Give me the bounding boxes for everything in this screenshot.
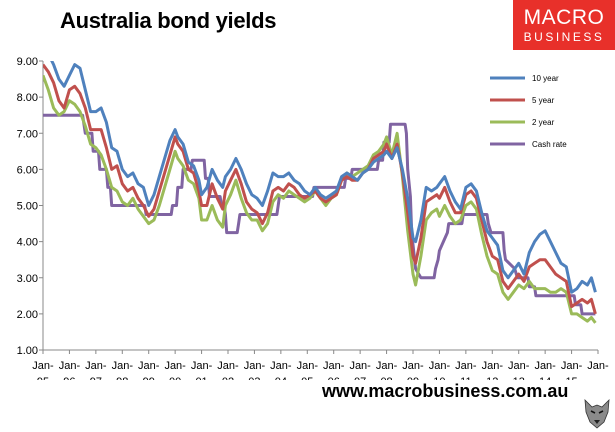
x-tick-label-year: 12 xyxy=(486,376,498,380)
y-tick-label: 4.00 xyxy=(17,237,38,249)
x-tick-label-year: 11 xyxy=(460,376,471,380)
x-tick-label-year: 09 xyxy=(407,376,419,380)
x-tick-label: Jan- xyxy=(32,360,54,372)
x-tick-label: Jan- xyxy=(534,360,556,372)
y-tick-label: 2.00 xyxy=(17,309,38,321)
series-line-2-year xyxy=(43,74,597,324)
x-tick-label-year: 10 xyxy=(433,376,445,380)
y-tick-label: 6.00 xyxy=(17,164,38,176)
x-tick-label: Jan- xyxy=(164,360,186,372)
x-tick-label: Jan- xyxy=(138,360,160,372)
x-tick-label-year: 96 xyxy=(63,376,75,380)
y-tick-label: 3.00 xyxy=(17,273,38,285)
x-tick-label-year: 95 xyxy=(37,376,49,380)
logo-line-2: BUSINESS xyxy=(523,30,605,44)
x-tick-label: Jan- xyxy=(508,360,530,372)
x-tick-label: Jan- xyxy=(482,360,504,372)
x-tick-label: Jan- xyxy=(59,360,81,372)
x-tick-label-year: 07 xyxy=(354,376,366,380)
x-tick-label-year: 04 xyxy=(275,376,287,380)
x-tick-label-year: 06 xyxy=(328,376,340,380)
series-line-cash-rate xyxy=(43,113,596,316)
series-line-5-year xyxy=(43,63,597,315)
x-tick-label: Jan- xyxy=(376,360,398,372)
x-tick-label: Jan- xyxy=(402,360,424,372)
x-tick-label-year: 14 xyxy=(539,376,551,380)
x-tick-label: Jan- xyxy=(244,360,266,372)
x-tick-label: Jan- xyxy=(191,360,213,372)
x-tick-label-year: 03 xyxy=(248,376,260,380)
bond-yield-chart: 1.00 2.00 3.00 4.00 5.00 6.00 7.00 8.00 9.00 Jan… xyxy=(17,56,609,380)
legend-label: Cash rate xyxy=(532,140,567,149)
x-tick-label-year: 13 xyxy=(513,376,525,380)
x-tick-label: Jan- xyxy=(455,360,477,372)
wolf-logo-icon xyxy=(584,398,610,429)
x-tick-label: Jan- xyxy=(217,360,239,372)
x-tick-label-year: 08 xyxy=(380,376,392,380)
x-tick-label: Jan- xyxy=(349,360,371,372)
logo-line-1: MACRO xyxy=(523,6,605,29)
legend-label: 10 year xyxy=(532,74,559,83)
y-tick-label: 8.00 xyxy=(17,92,38,104)
x-tick-label-year: 98 xyxy=(116,376,128,380)
x-tick-label: Jan- xyxy=(429,360,451,372)
x-tick-label-year: 15 xyxy=(565,376,577,380)
y-tick-label: 5.00 xyxy=(17,201,38,213)
x-tick-label: Jan- xyxy=(297,360,319,372)
x-tick-label-year: 01 xyxy=(195,376,207,380)
x-tick-label-year: 05 xyxy=(301,376,313,380)
macrobusiness-logo[interactable]: MACRO BUSINESS xyxy=(513,0,615,50)
y-tick-label: 1.00 xyxy=(17,345,38,357)
x-tick-label: Jan- xyxy=(587,360,609,372)
x-tick-label: Jan- xyxy=(85,360,107,372)
chart-title: Australia bond yields xyxy=(60,8,277,33)
x-tick-label-year: 00 xyxy=(169,376,181,380)
x-tick-label: Jan- xyxy=(112,360,134,372)
x-tick-label: Jan- xyxy=(270,360,292,372)
x-tick-label: Jan- xyxy=(561,360,583,372)
legend-label: 2 year xyxy=(532,118,555,127)
footer-url[interactable]: www.macrobusiness.com.au xyxy=(322,381,569,401)
x-tick-label-year: 97 xyxy=(90,376,102,380)
x-tick-label-year: 02 xyxy=(222,376,234,380)
x-tick-label: Jan- xyxy=(323,360,345,372)
x-tick-label-year: 99 xyxy=(143,376,155,380)
series-line-10-year xyxy=(50,61,597,294)
legend-label: 5 year xyxy=(532,96,555,105)
y-tick-label: 9.00 xyxy=(17,56,38,68)
y-tick-label: 7.00 xyxy=(17,128,38,140)
